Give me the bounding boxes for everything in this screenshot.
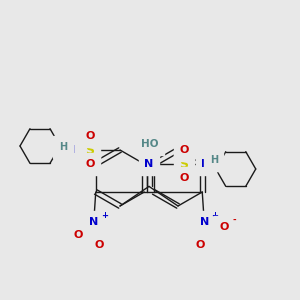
Text: S: S bbox=[179, 158, 188, 170]
Text: N: N bbox=[89, 217, 98, 227]
Text: N: N bbox=[201, 159, 210, 169]
Text: +: + bbox=[211, 211, 218, 220]
Text: O: O bbox=[94, 240, 104, 250]
Text: O: O bbox=[220, 222, 229, 232]
Text: O: O bbox=[73, 230, 83, 240]
Text: O: O bbox=[85, 159, 95, 169]
Text: O: O bbox=[179, 145, 188, 155]
Text: -: - bbox=[232, 216, 236, 225]
Text: S: S bbox=[85, 143, 94, 157]
Text: N: N bbox=[144, 159, 154, 170]
Text: HO: HO bbox=[141, 140, 159, 149]
Text: O: O bbox=[196, 240, 205, 250]
Text: O: O bbox=[85, 131, 95, 141]
Text: N: N bbox=[66, 145, 76, 155]
Text: O: O bbox=[179, 173, 188, 183]
Text: H: H bbox=[210, 155, 218, 165]
Text: N: N bbox=[200, 217, 209, 227]
Text: H: H bbox=[59, 142, 67, 152]
Text: +: + bbox=[101, 211, 108, 220]
